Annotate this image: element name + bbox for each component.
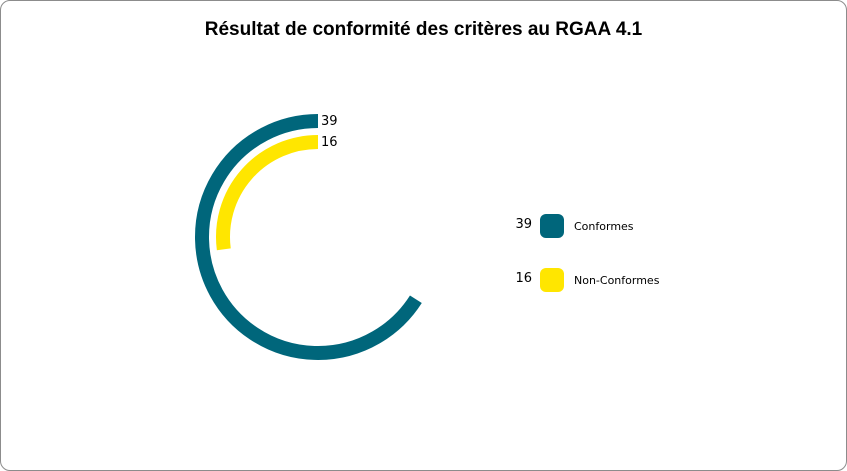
chart-title: Résultat de conformité des critères au R… xyxy=(204,19,643,40)
legend-value: 39 xyxy=(515,217,532,232)
legend-label: Conformes xyxy=(574,220,634,233)
radial-bar-conformes xyxy=(195,114,422,360)
legend-swatch xyxy=(540,268,564,292)
legend-label: Non-Conformes xyxy=(574,274,660,287)
legend-value: 16 xyxy=(515,271,532,286)
radial-bar-non-conformes xyxy=(216,135,319,251)
legend-swatch xyxy=(540,214,564,238)
data-label-conformes: 39 xyxy=(321,114,338,129)
data-label-non-conformes: 16 xyxy=(321,135,338,150)
